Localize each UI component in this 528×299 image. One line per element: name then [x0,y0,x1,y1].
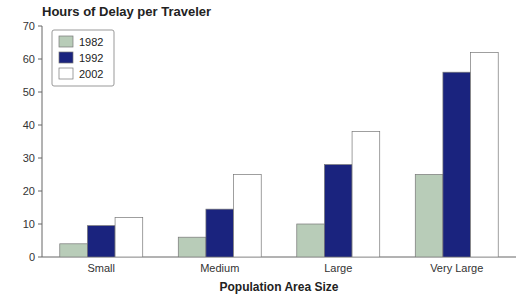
bar [234,175,262,258]
y-tick-label: 20 [23,185,35,197]
title: Hours of Delay per Traveler [42,4,211,19]
x-tick-label: Very Large [430,262,483,274]
y-tick-label: 30 [23,152,35,164]
x-tick-label: Large [324,262,352,274]
bar [297,224,325,257]
bar [352,132,380,257]
chart-svg: 0 10 20 30 40 50 60 70 Small Medium Large Very Larg… [0,0,528,299]
x-tick-label: Medium [200,262,239,274]
x-axis-label: Population Area Size [220,280,339,294]
y-tick [38,26,42,27]
y-tick-label: 50 [23,86,35,98]
legend-swatch [59,68,73,79]
legend-label: 2002 [79,68,103,80]
y-tick [38,257,42,258]
y-tick-label: 60 [23,53,35,65]
y-tick [38,224,42,225]
bar [115,217,143,257]
bar [324,165,352,257]
y-tick [38,125,42,126]
bar [415,175,443,258]
legend-box [52,30,114,86]
bar [443,72,471,257]
bar [178,237,206,257]
y-tick [38,92,42,93]
legend-swatch [59,36,73,47]
legend-label: 1992 [79,52,103,64]
legend: 1982 1992 2002 [52,30,114,86]
y-tick-label: 40 [23,119,35,131]
bar [87,226,115,257]
y-tick-label: 10 [23,218,35,230]
y-axis-line [42,26,43,257]
y-tick-label: 0 [29,251,35,263]
bar [60,244,88,257]
bar [471,52,499,257]
legend-label: 1982 [79,36,103,48]
y-tick [38,191,42,192]
y-tick [38,158,42,159]
bar [206,209,234,257]
y-tick-label: 70 [23,20,35,32]
chart-container: 0 10 20 30 40 50 60 70 Small Medium Large Very Larg… [0,0,528,299]
y-tick [38,59,42,60]
legend-swatch [59,52,73,63]
bars [60,52,498,257]
x-tick-label: Small [87,262,115,274]
